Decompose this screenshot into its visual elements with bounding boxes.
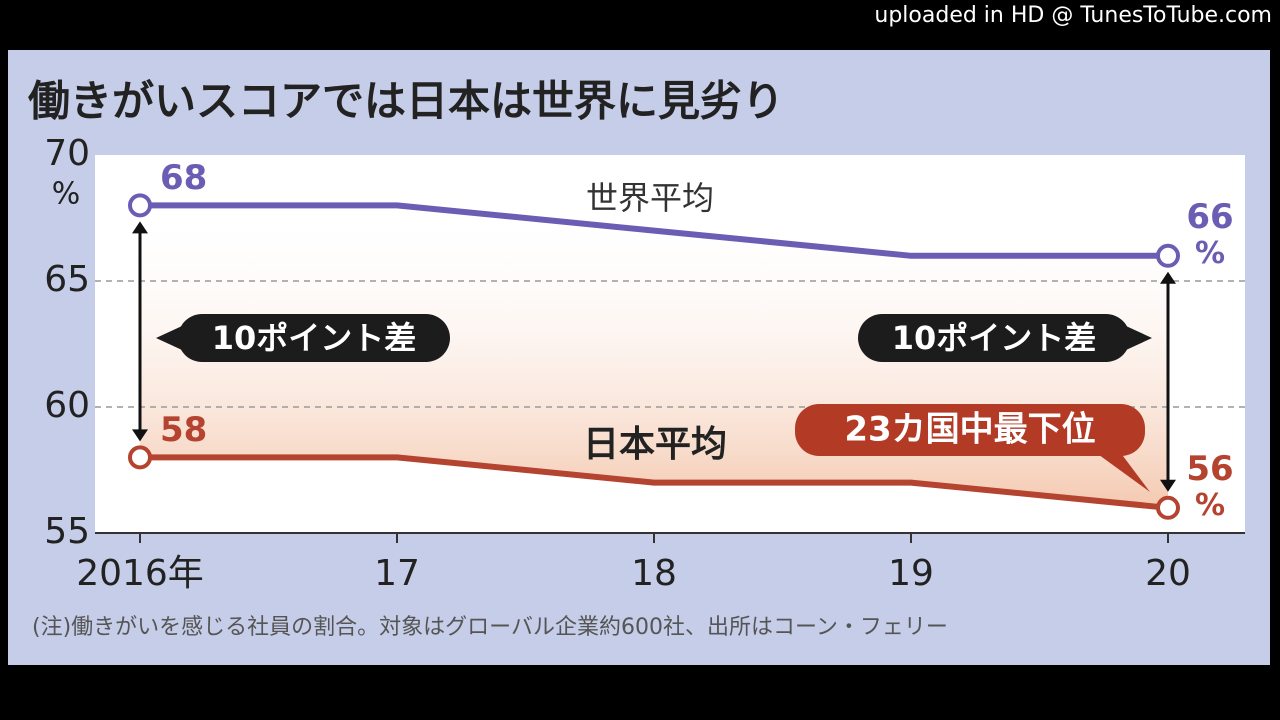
callout-tip (1126, 326, 1152, 350)
point (128, 193, 152, 218)
series-line (140, 454, 1169, 511)
point (128, 445, 152, 470)
annotation: 10ポイント差 (892, 319, 1097, 357)
arrow-head (132, 429, 148, 442)
series-line (140, 202, 1168, 259)
y-unit: % (52, 177, 81, 212)
arrow-head (1160, 479, 1176, 492)
annotation: 23カ国中最下位 (844, 410, 1095, 450)
y-tick-label: 70 (44, 133, 90, 174)
arrow-head (1160, 271, 1176, 284)
point (1156, 495, 1180, 520)
series-name: 世界平均 (586, 179, 714, 217)
y-tick-label: 55 (44, 511, 90, 552)
y-tick-label: 60 (44, 385, 90, 426)
value-label-unit: % (1195, 487, 1225, 522)
value-label: 56% (1186, 448, 1233, 522)
x-tick-label: 19 (888, 553, 934, 594)
watermark: uploaded in HD @ TunesToTube.com (874, 3, 1272, 28)
annotation: 10ポイント差 (212, 319, 417, 357)
value-label-unit: % (1195, 235, 1225, 270)
point (1156, 243, 1180, 268)
arrow-head (132, 221, 148, 234)
callout-box (178, 314, 450, 362)
value-label: 58 (160, 410, 207, 450)
value-label-number: 56 (1186, 448, 1233, 488)
value-label: 68 (160, 158, 207, 198)
y-tick-label: 65 (44, 259, 90, 300)
value-label: 66% (1186, 196, 1233, 270)
callout-tip (156, 326, 182, 350)
chart-title: 働きがいスコアでは日本は世界に見劣り (28, 77, 784, 126)
x-tick-label: 17 (374, 553, 420, 594)
callout-box (795, 404, 1145, 456)
callout-box (858, 314, 1130, 362)
x-tick-label: 18 (631, 553, 677, 594)
series-name: 日本平均 (583, 424, 727, 465)
value-label-number: 66 (1186, 196, 1233, 236)
x-tick-label: 2016年 (76, 553, 204, 594)
x-tick-label: 20 (1145, 553, 1191, 594)
note: (注)働きがいを感じる社員の割合。対象はグローバル企業約600社、出所はコーン・… (32, 615, 948, 640)
callout-tip (1095, 452, 1150, 492)
